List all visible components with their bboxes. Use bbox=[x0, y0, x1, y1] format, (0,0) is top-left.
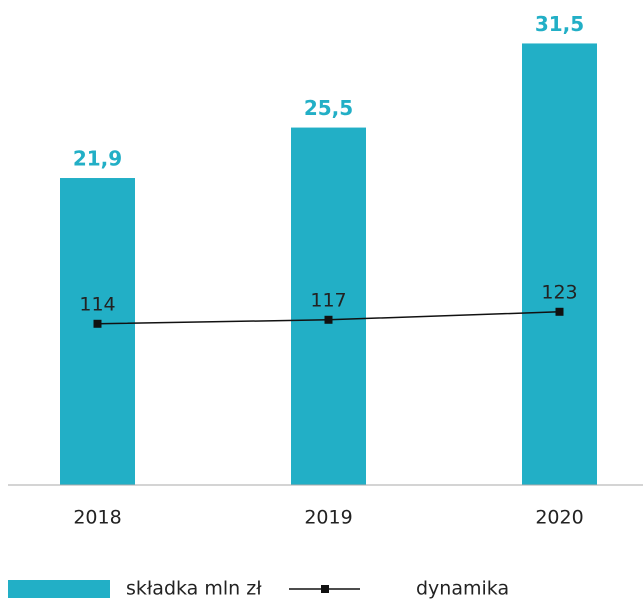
bar bbox=[522, 43, 597, 485]
line-value-label: 114 bbox=[79, 293, 115, 315]
line-value-label: 117 bbox=[310, 289, 346, 311]
bar-value-label: 25,5 bbox=[304, 96, 353, 120]
legend-label: składka mln zł bbox=[126, 578, 262, 599]
x-tick-label: 2018 bbox=[73, 507, 121, 529]
line-marker bbox=[324, 315, 333, 324]
line-marker bbox=[555, 307, 564, 316]
bar-value-label: 21,9 bbox=[73, 147, 122, 171]
bar bbox=[60, 178, 135, 485]
legend-swatch bbox=[8, 580, 110, 598]
line-value-label: 123 bbox=[541, 281, 577, 303]
legend-label: dynamika bbox=[416, 578, 509, 599]
bar bbox=[291, 127, 366, 485]
x-tick-label: 2019 bbox=[304, 507, 352, 529]
x-tick-label: 2020 bbox=[535, 507, 583, 529]
line-marker bbox=[93, 319, 102, 328]
bar-value-label: 31,5 bbox=[535, 12, 584, 36]
legend-marker bbox=[321, 585, 329, 593]
